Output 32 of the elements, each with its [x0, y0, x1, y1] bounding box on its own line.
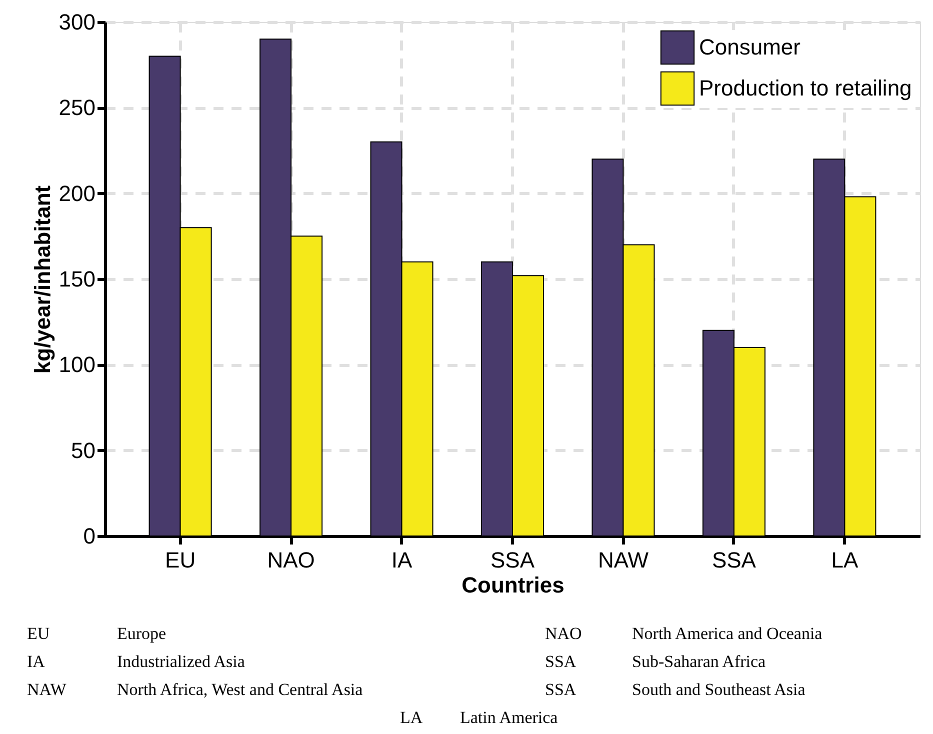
- text: NAO: [545, 624, 582, 643]
- y-tick-label: 200: [58, 180, 96, 206]
- x-tick-label: SSA: [490, 548, 535, 572]
- x-tick-label: NAW: [598, 548, 649, 572]
- text: LA: [400, 708, 424, 727]
- y-tick-label: 250: [58, 95, 96, 120]
- y-tick-label: 0: [83, 524, 96, 548]
- y-axis-title: kg/year/inhabitant: [30, 184, 55, 374]
- x-axis-title: Countries: [462, 572, 564, 598]
- y-tick-label: 100: [58, 352, 96, 378]
- y-tick-label: 150: [58, 266, 96, 292]
- text: SSA: [545, 652, 577, 671]
- y-tick-label: 300: [58, 10, 96, 34]
- x-tick-label: SSA: [712, 548, 756, 572]
- text: Industrialized Asia: [117, 652, 246, 671]
- text: Latin America: [460, 708, 558, 727]
- x-tick-label: IA: [391, 548, 412, 572]
- x-tick-label: EU: [165, 548, 196, 572]
- text: North Africa, West and Central Asia: [117, 680, 364, 699]
- text: Sub-Saharan Africa: [632, 652, 766, 671]
- x-tick-label: NAO: [267, 548, 315, 572]
- text: North America and Oceania: [632, 624, 823, 643]
- text: South and Southeast Asia: [632, 680, 806, 699]
- y-tick-label: 50: [71, 438, 96, 463]
- legend-label: Consumer: [699, 34, 800, 60]
- text: EU: [27, 624, 50, 643]
- text: IA: [27, 652, 46, 671]
- text: NAW: [27, 680, 68, 699]
- text: SSA: [545, 680, 577, 699]
- text: Europe: [117, 624, 166, 643]
- x-tick-label: LA: [831, 548, 858, 572]
- legend-label: Production to retailing: [699, 76, 912, 100]
